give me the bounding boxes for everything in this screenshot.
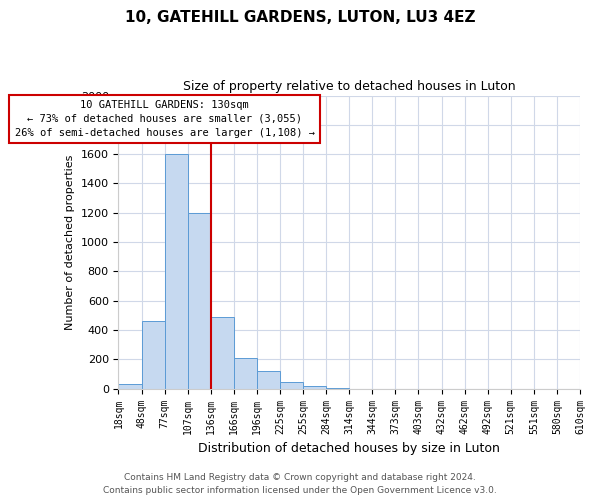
Text: Contains HM Land Registry data © Crown copyright and database right 2024.
Contai: Contains HM Land Registry data © Crown c… [103,474,497,495]
X-axis label: Distribution of detached houses by size in Luton: Distribution of detached houses by size … [199,442,500,455]
Bar [303,386,326,388]
Y-axis label: Number of detached properties: Number of detached properties [65,154,75,330]
Bar [188,213,211,388]
Text: 10 GATEHILL GARDENS: 130sqm
← 73% of detached houses are smaller (3,055)
26% of : 10 GATEHILL GARDENS: 130sqm ← 73% of det… [14,100,314,138]
Bar [234,358,257,388]
Text: 10, GATEHILL GARDENS, LUTON, LU3 4EZ: 10, GATEHILL GARDENS, LUTON, LU3 4EZ [125,10,475,25]
Title: Size of property relative to detached houses in Luton: Size of property relative to detached ho… [183,80,515,93]
Bar [164,154,188,388]
Bar [118,384,142,388]
Bar [142,322,164,388]
Bar [211,317,234,388]
Bar [257,371,280,388]
Bar [280,382,303,388]
